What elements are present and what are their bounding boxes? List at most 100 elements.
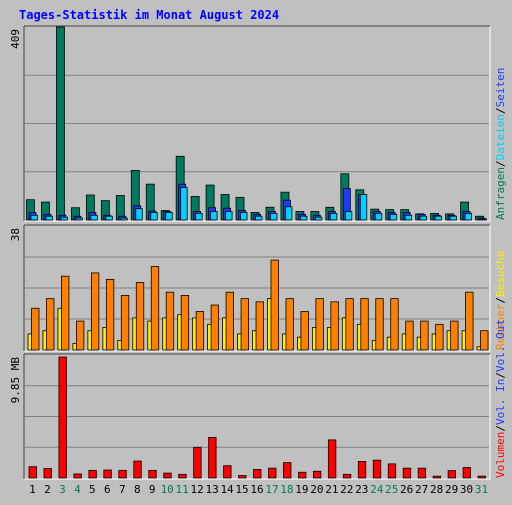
files-bar (105, 215, 113, 221)
day-label: 24 (370, 483, 384, 496)
hosts-bar (240, 298, 249, 351)
volume-bar (402, 467, 412, 479)
requests-legend: Anfragen/Dateien/Seiten (494, 68, 507, 220)
hosts-bar (46, 298, 55, 351)
files-bar (90, 214, 98, 221)
volume-legend-item: Vol. In (494, 379, 507, 425)
files-bar (165, 212, 173, 221)
volume-bar (223, 465, 232, 479)
volume-ymax-label: 9.85 MB (9, 357, 22, 404)
hosts-bar (405, 320, 414, 351)
volume-legend: Volumen/Vol. In/Vol. Out (494, 319, 507, 478)
files-bar (434, 215, 443, 221)
hosts-bar (330, 301, 339, 351)
files-bar (75, 217, 83, 221)
files-bar (300, 215, 308, 221)
files-bar (344, 211, 353, 221)
day-label: 10 (161, 483, 174, 496)
day-label: 19 (295, 483, 308, 496)
requests-bar (56, 26, 65, 221)
day-label: 22 (340, 483, 353, 496)
files-bar (389, 213, 398, 221)
volume-bar (28, 466, 37, 479)
hosts-bar (360, 298, 369, 351)
requests-legend-item: Anfragen (494, 167, 507, 220)
day-label: 29 (445, 483, 458, 496)
volume-legend-item: Vol. Out (494, 319, 507, 372)
hosts-bar (375, 298, 384, 351)
volume-panel (23, 353, 491, 480)
day-label: 18 (280, 483, 293, 496)
visits-legend-item: Rechner (494, 303, 507, 350)
hosts-bar (135, 282, 145, 351)
day-label: 28 (430, 483, 443, 496)
day-label: 7 (119, 483, 126, 496)
hosts-bar (180, 295, 190, 351)
hosts-bar (285, 298, 294, 351)
requests-legend-separator: / (494, 107, 507, 114)
files-bar (210, 211, 218, 221)
day-label: 27 (415, 483, 428, 496)
visits-panel (23, 224, 491, 352)
volume-bar (298, 471, 307, 479)
requests-legend-item: Dateien (494, 114, 507, 160)
files-bar (255, 215, 263, 221)
volume-bar (327, 439, 337, 479)
volume-bar (133, 460, 142, 479)
hosts-bar (300, 311, 309, 351)
hosts-bar (150, 266, 160, 351)
volume-bar (477, 475, 486, 479)
day-label: 30 (460, 483, 473, 496)
requests-ymax-label: 409 (9, 29, 22, 49)
files-bar (419, 215, 428, 221)
volume-bar (312, 470, 322, 479)
volume-bar (43, 468, 52, 479)
volume-bar (462, 467, 471, 479)
hosts-bar (76, 320, 85, 351)
files-bar (60, 216, 68, 221)
hosts-bar (210, 304, 220, 351)
volume-bar (283, 462, 292, 479)
volume-bar (163, 472, 172, 479)
volume-bar (417, 467, 427, 479)
volume-bar (148, 469, 157, 479)
hosts-bar (420, 320, 429, 351)
hosts-bar (195, 311, 205, 351)
volume-bar (58, 356, 67, 479)
volume-bar (73, 473, 82, 479)
hosts-bar (435, 323, 444, 351)
volume-legend-item: Volumen (494, 432, 507, 478)
day-label: 5 (89, 483, 96, 496)
files-bar (479, 218, 487, 221)
hosts-bar (270, 259, 279, 351)
volume-bar (268, 467, 277, 479)
day-label: 25 (385, 483, 398, 496)
day-label: 31 (475, 483, 488, 496)
hosts-bar (450, 320, 459, 351)
volume-bar (193, 446, 202, 479)
files-bar (359, 194, 368, 221)
day-label: 20 (310, 483, 323, 496)
visits-legend-separator: / (494, 297, 507, 304)
day-label: 13 (205, 483, 218, 496)
chart-panels: 409Anfragen/Dateien/Seiten38Rechner/Besu… (9, 25, 507, 480)
volume-bar (342, 473, 352, 479)
files-bar (374, 212, 383, 221)
chart-title: Tages-Statistik im Monat August 2024 (19, 8, 279, 22)
files-bar (240, 212, 248, 221)
hosts-bar (345, 298, 354, 351)
volume-bar (387, 463, 397, 479)
files-bar (180, 187, 188, 221)
files-bar (285, 206, 293, 221)
files-bar (120, 217, 128, 221)
x-axis-day-labels: 1 2 3 4 5 6 7 8 9 10 11 12 13 14 15 16 17 18 19 20 21 22 23 24 2… (29, 483, 488, 496)
volume-bar (178, 473, 187, 479)
visits-legend-item: Besuche (494, 251, 507, 297)
hosts-bar (225, 291, 234, 351)
hosts-bar (465, 291, 474, 351)
day-label: 6 (104, 483, 111, 496)
hosts-bar (120, 295, 130, 351)
hosts-bar (315, 298, 324, 351)
